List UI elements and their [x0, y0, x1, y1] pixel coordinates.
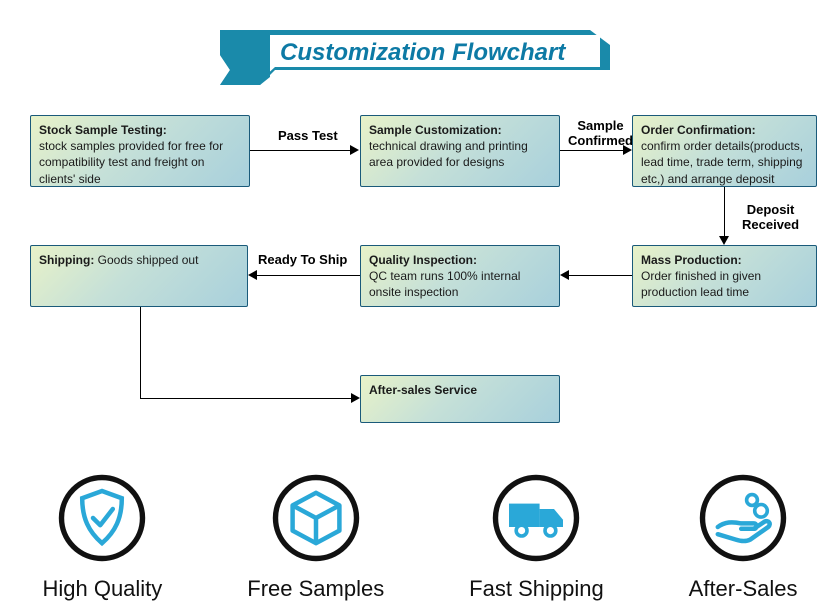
shield-check-icon: [57, 473, 147, 568]
node-title: Mass Production:: [641, 253, 742, 267]
feature-label: High Quality: [42, 576, 162, 602]
hand-coins-icon: [698, 473, 788, 568]
node-body: QC team runs 100% internal onsite inspec…: [369, 269, 520, 299]
edge-segment: [250, 150, 350, 151]
arrow-head-icon: [248, 270, 257, 280]
edge-label: DepositReceived: [742, 202, 799, 232]
node-title: Order Confirmation:: [641, 123, 756, 137]
feature-truck: Fast Shipping: [469, 473, 604, 602]
edge-segment: [140, 307, 141, 398]
feature-cube: Free Samples: [247, 473, 384, 602]
flow-node-ship: Shipping: Goods shipped out: [30, 245, 248, 307]
edge-segment: [257, 275, 360, 276]
arrow-head-icon: [350, 145, 359, 155]
flow-node-mass: Mass Production: Order finished in given …: [632, 245, 817, 307]
feature-label: Free Samples: [247, 576, 384, 602]
node-body: stock samples provided for free for comp…: [39, 139, 223, 185]
edge-segment: [560, 150, 623, 151]
arrow-head-icon: [719, 236, 729, 245]
flow-node-order: Order Confirmation: confirm order details…: [632, 115, 817, 187]
node-title: Sample Customization:: [369, 123, 502, 137]
node-body: Goods shipped out: [98, 253, 199, 267]
arrow-head-icon: [351, 393, 360, 403]
node-title: After-sales Service: [369, 383, 477, 397]
edge-segment: [140, 398, 351, 399]
feature-label: After-Sales: [689, 576, 798, 602]
truck-icon: [491, 473, 581, 568]
edge-label: Pass Test: [278, 128, 338, 143]
edge-segment: [569, 275, 632, 276]
node-body: technical drawing and printing area prov…: [369, 139, 528, 169]
node-title: Quality Inspection:: [369, 253, 477, 267]
edge-label: SampleConfirmed: [568, 118, 633, 148]
flowchart: Stock Sample Testing: stock samples provi…: [0, 0, 840, 460]
edge-label: Ready To Ship: [258, 252, 347, 267]
edge-segment: [724, 187, 725, 236]
flow-node-after: After-sales Service: [360, 375, 560, 423]
arrow-head-icon: [560, 270, 569, 280]
cube-icon: [271, 473, 361, 568]
node-title: Stock Sample Testing:: [39, 123, 167, 137]
flow-node-stock: Stock Sample Testing: stock samples provi…: [30, 115, 250, 187]
node-body: confirm order details(products, lead tim…: [641, 139, 803, 185]
flow-node-sample: Sample Customization: technical drawing a…: [360, 115, 560, 187]
node-title: Shipping:: [39, 253, 94, 267]
feature-label: Fast Shipping: [469, 576, 604, 602]
flow-node-qc: Quality Inspection: QC team runs 100% int…: [360, 245, 560, 307]
feature-hand-coins: After-Sales: [689, 473, 798, 602]
feature-shield-check: High Quality: [42, 473, 162, 602]
feature-row: High Quality Free Samples Fast Shipping Aft…: [0, 460, 840, 615]
node-body: Order finished in given production lead …: [641, 269, 761, 299]
